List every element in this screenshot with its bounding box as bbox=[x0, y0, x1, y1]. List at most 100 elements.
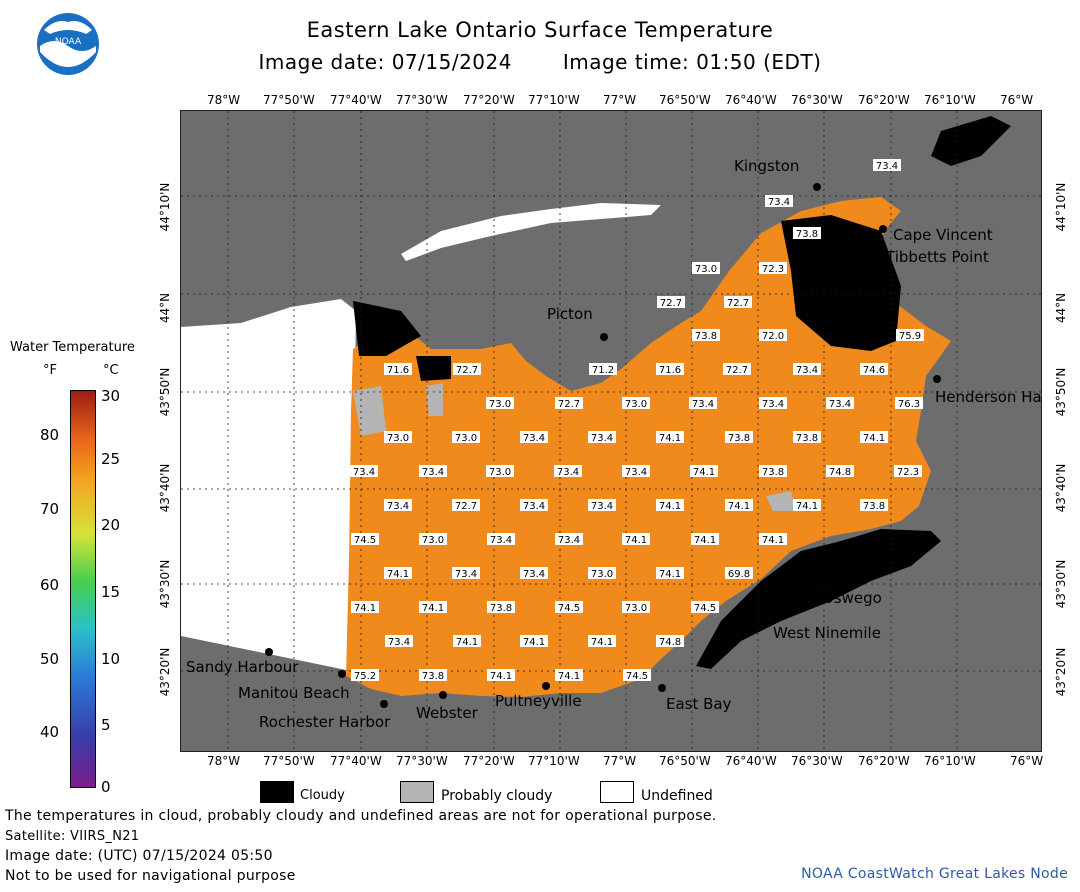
temp-label: 72.7 bbox=[660, 298, 682, 309]
bottom-axis-label: 76°10'W bbox=[924, 754, 976, 768]
place-label-manitou-beach: Manitou Beach bbox=[238, 684, 350, 702]
temp-label: 74.1 bbox=[693, 467, 715, 478]
temperature-map[interactable]: 73.4 73.4 73.8 73.0 72.3 72.7 72.7 73.8 … bbox=[180, 110, 1042, 752]
legend-c-tick: 5 bbox=[101, 716, 111, 734]
temp-label: 73.8 bbox=[762, 467, 784, 478]
temp-label: 73.4 bbox=[876, 161, 898, 172]
map-grid bbox=[181, 111, 1041, 751]
bottom-axis-label: 77°20'W bbox=[463, 754, 515, 768]
place-label-rochester-harbor: Rochester Harbor bbox=[259, 713, 391, 731]
bottom-axis-label: 76°40'W bbox=[725, 754, 777, 768]
temp-label: 74.1 bbox=[728, 501, 750, 512]
temperature-labels: 73.4 73.4 73.8 73.0 72.3 72.7 72.7 73.8 … bbox=[350, 159, 924, 682]
undefined-swatch bbox=[600, 781, 634, 803]
top-axis-label: 77°50'W bbox=[263, 93, 315, 107]
temp-label: 73.4 bbox=[591, 433, 613, 444]
cloud-area-east bbox=[781, 215, 901, 351]
temp-label: 73.0 bbox=[387, 433, 409, 444]
top-axis-label: 77°40'W bbox=[330, 93, 382, 107]
temp-label: 73.4 bbox=[557, 467, 579, 478]
lat-label-left: 44°N bbox=[158, 293, 172, 323]
temp-label: 73.4 bbox=[523, 501, 545, 512]
undefined-area bbox=[181, 299, 356, 671]
legend-f-tick: 50 bbox=[40, 650, 60, 668]
top-axis-label: 76°W bbox=[1000, 93, 1034, 107]
legend-f-tick: 80 bbox=[40, 426, 60, 444]
place-label-webster: Webster bbox=[416, 704, 479, 722]
place-label-tibbetts-point: Tibbetts Point bbox=[885, 248, 989, 266]
bottom-axis-label: 77°40'W bbox=[330, 754, 382, 768]
temp-label: 74.5 bbox=[354, 535, 376, 546]
lat-label-right: 43°40'N bbox=[1054, 464, 1068, 513]
page-title: Eastern Lake Ontario Surface Temperature bbox=[306, 18, 774, 42]
probably-cloudy-area bbox=[426, 383, 443, 416]
temp-label: 69.8 bbox=[728, 569, 750, 580]
top-axis-label: 77°20'W bbox=[463, 93, 515, 107]
footnote-warning: The temperatures in cloud, probably clou… bbox=[5, 808, 717, 824]
temp-label: 76.3 bbox=[898, 399, 920, 410]
probably-cloudy-label: Probably cloudy bbox=[441, 788, 553, 804]
temp-label: 74.1 bbox=[863, 433, 885, 444]
temp-label: 74.1 bbox=[694, 535, 716, 546]
footnote-utc: Image date: (UTC) 07/15/2024 05:50 bbox=[5, 848, 273, 864]
temp-label: 73.0 bbox=[625, 399, 647, 410]
legend-unit-c: °C bbox=[103, 363, 119, 378]
latitude-axis-right: 44°10'N 44°N 43°50'N 43°40'N 43°30'N 43°… bbox=[1054, 183, 1068, 697]
legend-title: Water Temperature bbox=[10, 340, 135, 355]
temp-label: 73.4 bbox=[768, 197, 790, 208]
temp-label: 74.1 bbox=[659, 569, 681, 580]
temp-label: 74.5 bbox=[558, 603, 580, 614]
temp-label: 74.1 bbox=[456, 637, 478, 648]
city-markers bbox=[265, 183, 941, 708]
temp-label: 73.0 bbox=[422, 535, 444, 546]
temp-label: 74.1 bbox=[591, 637, 613, 648]
latitude-axis-left: 44°10'N 44°N 43°50'N 43°40'N 43°30'N 43°… bbox=[158, 183, 172, 697]
temp-label: 74.5 bbox=[626, 671, 648, 682]
temp-label: 74.6 bbox=[863, 365, 885, 376]
top-axis-label: 77°10'W bbox=[528, 93, 580, 107]
temp-label: 73.4 bbox=[455, 569, 477, 580]
cloud-area-south bbox=[696, 529, 941, 669]
lat-label-left: 44°10'N bbox=[158, 183, 172, 232]
lat-label-right: 43°30'N bbox=[1054, 560, 1068, 609]
place-label-pultneyville: Pultneyville bbox=[495, 692, 582, 710]
temp-label: 73.4 bbox=[388, 637, 410, 648]
credit-link[interactable]: NOAA CoastWatch Great Lakes Node bbox=[801, 866, 1068, 882]
color-scale-bar bbox=[70, 390, 96, 788]
temp-label: 73.8 bbox=[796, 433, 818, 444]
temp-label: 72.7 bbox=[727, 298, 749, 309]
legend-unit-f: °F bbox=[43, 363, 57, 378]
legend-c-tick: 15 bbox=[101, 583, 121, 601]
legend-c-tick: 25 bbox=[101, 450, 121, 468]
temp-label: 73.0 bbox=[489, 467, 511, 478]
top-axis-label: 76°50'W bbox=[659, 93, 711, 107]
cloudy-swatch bbox=[260, 781, 294, 803]
undefined-label: Undefined bbox=[641, 788, 713, 804]
legend-c-tick: 10 bbox=[101, 650, 121, 668]
temp-label: 73.0 bbox=[455, 433, 477, 444]
temp-label: 74.1 bbox=[796, 501, 818, 512]
temp-label: 74.1 bbox=[558, 671, 580, 682]
place-label-east-bay: East Bay bbox=[666, 695, 732, 713]
temp-label: 73.4 bbox=[523, 433, 545, 444]
temp-label: 73.4 bbox=[692, 399, 714, 410]
lat-label-left: 43°50'N bbox=[158, 368, 172, 417]
legend-c-tick: 20 bbox=[101, 516, 121, 534]
map-canvas: 73.4 73.4 73.8 73.0 72.3 72.7 72.7 73.8 … bbox=[181, 111, 1041, 751]
lat-label-right: 43°20'N bbox=[1054, 648, 1068, 697]
place-label-sandy-harbour: Sandy Harbour bbox=[186, 658, 299, 676]
temp-label: 71.2 bbox=[592, 365, 614, 376]
cloud-area-ne bbox=[931, 116, 1011, 166]
bottom-axis-label: 77°W bbox=[603, 754, 637, 768]
temp-label: 73.4 bbox=[387, 501, 409, 512]
top-axis-label: 76°40'W bbox=[725, 93, 777, 107]
lat-label-right: 44°10'N bbox=[1054, 183, 1068, 232]
lat-label-right: 43°50'N bbox=[1054, 368, 1068, 417]
place-label-kingston: Kingston bbox=[734, 157, 799, 175]
cloud-area-northwest bbox=[353, 301, 421, 356]
temp-label: 73.8 bbox=[796, 229, 818, 240]
temp-label: 73.4 bbox=[353, 467, 375, 478]
place-labels: Kingston Cape Vincent Tibbetts Point Pic… bbox=[186, 157, 1041, 731]
footnote-satellite: Satellite: VIIRS_N21 bbox=[5, 829, 140, 844]
top-axis-label: 77°W bbox=[603, 93, 637, 107]
